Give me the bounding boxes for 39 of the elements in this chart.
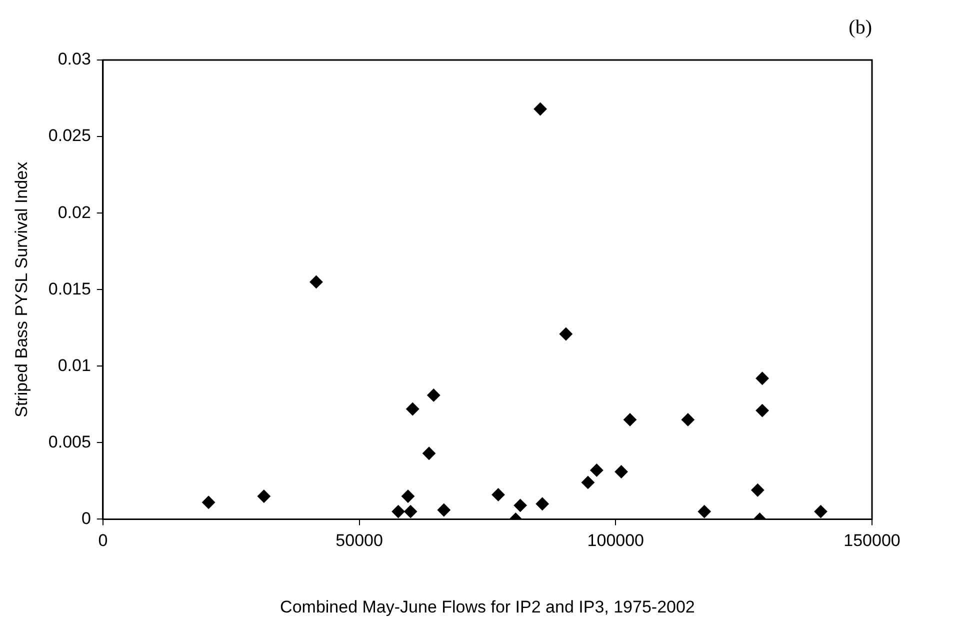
y-tick-label: 0.025 (48, 126, 91, 146)
point (392, 505, 405, 518)
point (406, 402, 420, 416)
y-axis-title: Striped Bass PYSL Survival Index (12, 161, 31, 418)
point (756, 404, 769, 418)
point (751, 484, 764, 497)
x-tick-label: 0 (98, 531, 108, 550)
point (814, 505, 828, 518)
point (437, 504, 450, 517)
y-tick-label: 0.01 (58, 356, 91, 375)
point (590, 464, 604, 477)
x-tick-label: 100000 (587, 531, 644, 550)
point (402, 490, 414, 503)
y-tick-label: 0.03 (58, 50, 91, 69)
point (559, 327, 572, 340)
point (310, 275, 323, 288)
point (422, 446, 436, 460)
x-axis-title: Combined May-June Flows for IP2 and IP3, 1975-2002 (280, 597, 695, 616)
x-tick-label: 150000 (844, 531, 900, 550)
y-tick-label: 0.02 (58, 202, 91, 222)
point (534, 102, 547, 116)
point (614, 465, 628, 478)
point (514, 498, 527, 512)
point (257, 490, 270, 503)
point (756, 372, 769, 385)
chart-title: (b) (848, 16, 872, 38)
point (404, 505, 418, 518)
point (624, 413, 637, 426)
point (427, 388, 440, 402)
point (202, 496, 216, 509)
point (536, 497, 549, 510)
point (581, 476, 594, 489)
point (492, 488, 505, 502)
x-tick-label: 50000 (336, 531, 383, 550)
point (681, 413, 694, 426)
y-tick-label: 0 (81, 508, 91, 528)
y-tick-label: 0.005 (48, 432, 91, 452)
y-tick-label: 0.015 (48, 279, 91, 298)
point (698, 505, 711, 518)
